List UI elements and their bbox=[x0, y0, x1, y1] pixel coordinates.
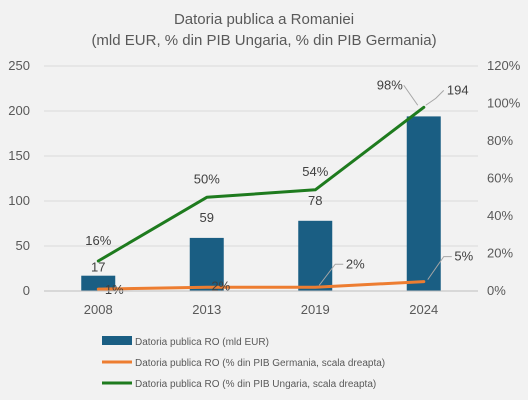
gridlines bbox=[44, 65, 478, 247]
series-line bbox=[96, 280, 426, 291]
chart-subtitle: (mld EUR, % din PIB Ungaria, % din PIB G… bbox=[91, 32, 436, 49]
series-line bbox=[96, 105, 426, 263]
line-data-label: 1% bbox=[105, 282, 124, 297]
x-tick-label: 2024 bbox=[409, 302, 438, 317]
line-data-label: 54% bbox=[302, 164, 328, 179]
y2-tick-label: 60% bbox=[487, 171, 513, 186]
x-tick-label: 2013 bbox=[192, 302, 221, 317]
label-leader bbox=[427, 256, 452, 280]
y-tick-label: 50 bbox=[16, 238, 30, 253]
y-tick-label: 250 bbox=[8, 58, 30, 73]
y2-tick-label: 120% bbox=[487, 58, 521, 73]
legend-label: Datoria publica RO (mld EUR) bbox=[135, 337, 269, 348]
bar-data-label: 59 bbox=[200, 210, 214, 225]
line-data-label: 50% bbox=[194, 171, 220, 186]
line-data-label: 2% bbox=[211, 278, 230, 293]
bar-data-label: 78 bbox=[308, 193, 322, 208]
y-tick-label: 100 bbox=[8, 193, 30, 208]
line-data-label: 2% bbox=[346, 256, 365, 271]
bar-series bbox=[81, 116, 441, 292]
bar-data-label: 17 bbox=[91, 260, 105, 275]
y2-tick-label: 100% bbox=[487, 96, 521, 111]
data-labels: 17 59 78 194 16% 50% 54% 98% 1% 2% 2% 5% bbox=[85, 77, 473, 297]
bar bbox=[406, 116, 441, 292]
x-tick-label: 2019 bbox=[301, 302, 330, 317]
line-series bbox=[96, 105, 426, 291]
y-tick-label: 150 bbox=[8, 148, 30, 163]
legend-label: Datoria publica RO (% din PIB Germania, … bbox=[135, 358, 385, 369]
y2-tick-label: 20% bbox=[487, 246, 513, 261]
line-data-label: 16% bbox=[85, 233, 111, 248]
label-leader bbox=[403, 84, 419, 106]
y2-tick-label: 80% bbox=[487, 133, 513, 148]
bar bbox=[298, 220, 333, 291]
line-data-label: 98% bbox=[377, 77, 403, 92]
y2-tick-label: 0% bbox=[487, 283, 506, 298]
bar bbox=[81, 275, 116, 291]
line-data-label: 5% bbox=[454, 249, 473, 264]
bar bbox=[189, 237, 224, 291]
label-leader bbox=[318, 263, 344, 286]
y-tick-label: 0 bbox=[23, 283, 30, 298]
y-tick-label: 200 bbox=[8, 103, 30, 118]
legend-swatch-bar bbox=[102, 336, 132, 345]
legend-label: Datoria publica RO (% din PIB Ungaria, s… bbox=[135, 379, 376, 390]
x-tick-label: 2008 bbox=[84, 302, 113, 317]
legend: Datoria publica RO (mld EUR) Datoria publ… bbox=[102, 336, 385, 390]
axes: 0 50 100 150 200 250 0% 20% 40% 60% 80% 100% 120% 200… bbox=[8, 58, 520, 317]
chart-title: Datoria publica a Romaniei bbox=[174, 11, 354, 28]
bar-data-label: 194 bbox=[447, 82, 469, 97]
y2-tick-label: 40% bbox=[487, 208, 513, 223]
label-leader bbox=[425, 90, 445, 106]
